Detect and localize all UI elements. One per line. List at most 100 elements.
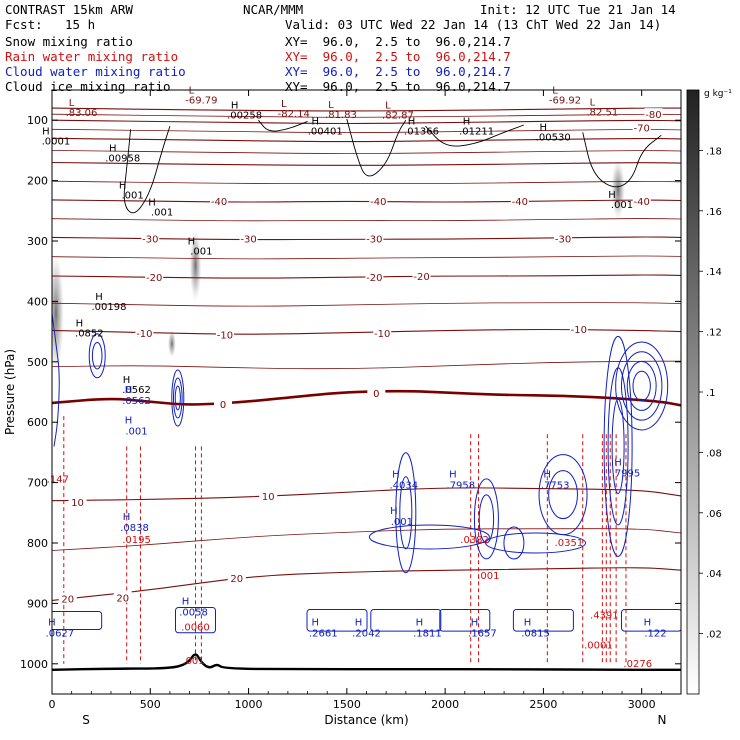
isotherm-label: -10 — [217, 331, 233, 342]
isotherm-label-bg — [365, 271, 384, 283]
cloud-water-contour — [52, 313, 60, 447]
snow-blob — [52, 253, 64, 374]
isotherm-label: -40 — [370, 197, 386, 208]
isotherm-intermediate — [52, 128, 681, 133]
isotherm-label-bg — [215, 328, 234, 340]
cloud-ice-extremum-marker: H — [42, 126, 50, 137]
colorbar: .02 .04 .06 .08 .1 .12 .14 .16 .18 g kg⁻¹ — [686, 89, 732, 695]
center-label: NCAR/MMM — [243, 2, 304, 17]
legend-snow-xy: XY= 96.0, 2.5 to 96.0,214.7 — [285, 34, 511, 49]
cloud-ice-value-label: .00530 — [536, 133, 571, 144]
cloud-water-contour — [174, 607, 216, 634]
cloud-water-contour — [88, 333, 106, 379]
cloud-ice-extremum-marker: H — [119, 181, 127, 192]
cloud-water-extremum-marker: H — [614, 458, 622, 469]
isotherm-label-bg — [373, 326, 392, 338]
cloud-water-contour — [52, 611, 103, 631]
cloud-water-value-label: .0815 — [521, 629, 550, 640]
cloud-ice-value-label: .0852 — [75, 328, 104, 339]
cloud-water-value-label: .0562 — [122, 396, 151, 407]
cloud-water-extremum-marker: H — [543, 470, 551, 481]
cloud-ice-value-label: .82.51 — [586, 107, 618, 118]
isotherm-label: -70 — [634, 123, 650, 134]
cloud-water-extremum-marker: H — [48, 618, 56, 629]
cloud-ice-extremum-marker: L — [69, 98, 75, 109]
terrain-line — [52, 653, 681, 671]
isotherm-intermediate — [52, 180, 681, 184]
colorbar-tick-label: .16 — [706, 207, 722, 218]
isotherm-label: 0 — [220, 400, 226, 411]
cloud-water-value-label: .122 — [644, 629, 666, 640]
isotherm-label: -30 — [240, 235, 256, 246]
cloud-ice-value-label: .81.83 — [325, 110, 357, 121]
isotherm-label: 10 — [262, 492, 275, 503]
cloud-ice-contour — [582, 132, 662, 188]
cloud-water-extremum-marker: H — [416, 618, 424, 629]
cloud-water-contour — [485, 532, 587, 554]
isotherm-label: -30 — [142, 235, 158, 246]
cloud-water-contour — [632, 370, 651, 402]
cloud-ice-value-label: .01366 — [404, 127, 439, 138]
model-title: CONTRAST 15km ARW — [5, 2, 133, 17]
cloud-ice-value-label: .001 — [151, 208, 173, 219]
cloud-water-contour — [91, 342, 103, 370]
temperature-isotherms — [52, 107, 681, 601]
cloud-water-value-label: .001 — [125, 426, 147, 437]
north-end-label: N — [658, 713, 667, 727]
snow-blob — [611, 159, 626, 220]
cloud-ice-value-label: .82.87 — [382, 110, 414, 121]
isotherm-label-bg — [632, 195, 651, 207]
cloud-ice-extremum-marker: L — [189, 85, 195, 96]
isotherm-label: -10 — [571, 325, 587, 336]
cloud-water-contour — [306, 609, 368, 632]
rain-value-label: .4391 — [590, 611, 619, 622]
cloud-ice-value-label: .00198 — [92, 302, 127, 313]
isotherm-label-bg — [632, 121, 651, 133]
cloud-water-contour — [603, 335, 633, 557]
cloud-water-contour — [395, 452, 417, 574]
isotherm-label: -40 — [211, 197, 227, 208]
cloud-water-contour — [538, 454, 588, 536]
y-tick-label: 600 — [27, 416, 48, 429]
x-tick-label: 1000 — [235, 698, 263, 711]
cloud-ice-extremum-marker: L — [552, 85, 558, 96]
cloud-ice-contour — [346, 118, 407, 177]
cloud-water-contour — [621, 609, 681, 632]
cloud-water-extremum-marker: H — [125, 385, 133, 396]
colorbar-tick-label: .06 — [706, 509, 722, 520]
cloud-ice-value-label: .00958 — [105, 153, 140, 164]
x-tick-label: 2500 — [529, 698, 557, 711]
cloud-water-value-label: .7958 — [447, 481, 476, 492]
cloud-ice-value-label: .00401 — [308, 127, 343, 138]
legend-rain-label: Rain water mixing ratio — [5, 49, 179, 64]
isotherm-label-bg — [239, 232, 258, 244]
isotherm-label-bg — [367, 387, 386, 399]
isotherm-label: -80 — [645, 110, 661, 121]
isotherm-label-bg — [569, 323, 588, 335]
isotherm-intermediate — [52, 360, 681, 370]
cloud-ice-extremum-marker: H — [123, 375, 131, 386]
cloud-water-extremum-marker: H — [471, 618, 479, 629]
cloud-ice-contours — [123, 118, 662, 214]
isotherm-label: -10 — [374, 329, 390, 340]
legend-cloud-ice-label: Cloud ice mixing ratio — [5, 79, 171, 94]
isotherm--20 — [52, 274, 681, 279]
cloud-water-contour — [626, 361, 657, 411]
cloud-ice-extremum-marker: H — [608, 190, 616, 201]
cloud-ice-value-label: .0562 — [122, 385, 151, 396]
isotherm-label-bg — [214, 398, 233, 410]
cloud-ice-contour — [425, 124, 524, 147]
cloud-ice-extremum-marker: L — [590, 97, 596, 108]
cloud-ice-value-label: -69.92 — [549, 95, 581, 106]
isotherm-label: -20 — [413, 272, 429, 283]
cloud-water-contour — [548, 470, 578, 520]
colorbar-tick-label: .02 — [706, 630, 722, 641]
rain-value-label: .0195 — [122, 535, 151, 546]
forecast-value: 15 h — [65, 17, 96, 32]
isotherm-label-bg — [141, 232, 160, 244]
isotherm-label-bg — [259, 489, 278, 501]
isotherm-label-bg — [369, 195, 388, 207]
cloud-water-contour — [478, 494, 495, 544]
isotherm--50 — [52, 161, 681, 166]
